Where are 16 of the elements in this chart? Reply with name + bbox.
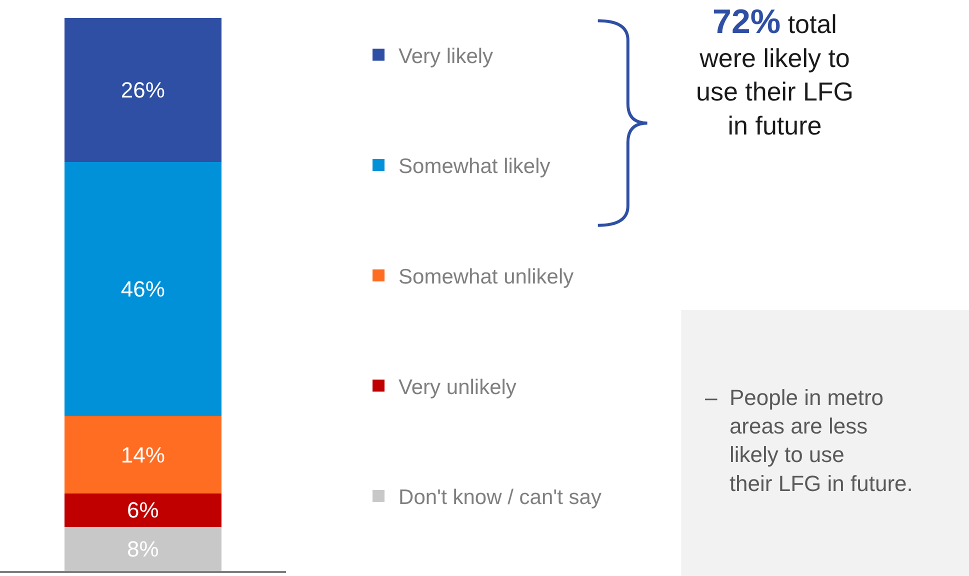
legend-label: Very likely xyxy=(398,44,494,68)
legend-label: Somewhat unlikely xyxy=(398,266,574,289)
data-label: 14% xyxy=(120,442,165,468)
bar xyxy=(64,162,222,416)
text: 72% total were likely to use their LFG in future xyxy=(696,3,854,140)
legend-label: Don't know / can't say xyxy=(398,486,602,510)
bar xyxy=(64,526,222,571)
legend-label: Very unlikely xyxy=(398,376,517,399)
data-label: 46% xyxy=(120,276,165,302)
bar xyxy=(64,18,222,162)
bar xyxy=(64,416,222,494)
data-label: 26% xyxy=(120,77,165,102)
text: – People in metro areas are less likely to use their LFG in future. xyxy=(705,385,913,496)
bar xyxy=(64,494,222,527)
data-label: 6% xyxy=(127,498,159,523)
legend-label: Somewhat likely xyxy=(398,155,551,178)
